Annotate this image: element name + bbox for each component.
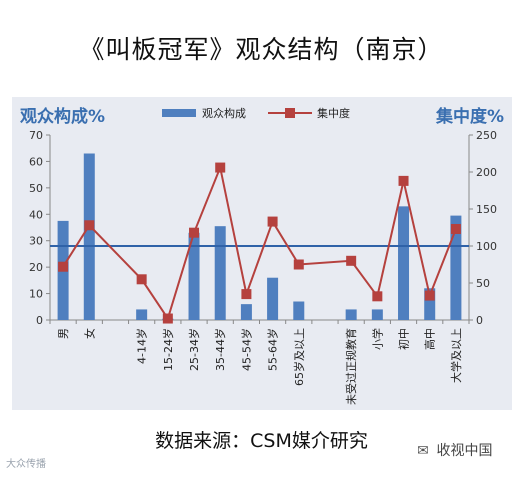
left-axis-title: 观众构成% — [20, 107, 106, 127]
marker-6 — [215, 162, 226, 173]
legend-bar-swatch — [162, 109, 196, 117]
left-tick-label: 20 — [29, 261, 43, 274]
bar-11 — [345, 309, 357, 320]
marker-14 — [424, 290, 435, 301]
category-label-12: 小学 — [370, 328, 384, 350]
data-source: 数据来源：CSM媒介研究 — [155, 430, 368, 452]
chart-panel: 0 10 20 30 40 50 60 70 0 50 100 150 200 250 男 女 4-14岁 15-… — [12, 97, 512, 410]
category-label-15: 大学及以上 — [449, 328, 463, 383]
legend-line-marker — [285, 108, 295, 118]
right-axis-title: 集中度% — [435, 107, 504, 127]
marker-5 — [189, 227, 200, 238]
marker-15 — [450, 223, 461, 234]
watermark-right: ✉ 收视中国 — [414, 440, 492, 460]
marker-8 — [267, 216, 278, 227]
watermark-right-label: 收视中国 — [436, 443, 493, 459]
right-tick-label: 200 — [476, 166, 497, 179]
right-tick-label: 250 — [476, 129, 497, 142]
bar-7 — [240, 304, 252, 320]
bar-8 — [267, 277, 279, 320]
bar-1 — [83, 153, 95, 320]
legend-bar-label: 观众构成 — [202, 106, 246, 120]
left-tick-label: 60 — [29, 155, 43, 168]
wechat-icon: ✉ — [417, 443, 429, 459]
marker-11 — [346, 255, 357, 266]
left-tick-label: 70 — [29, 129, 43, 142]
category-label-9: 65岁及以上 — [292, 328, 306, 386]
marker-3 — [136, 274, 147, 285]
right-tick-label: 0 — [476, 314, 483, 327]
left-tick-label: 30 — [29, 235, 43, 248]
marker-4 — [162, 313, 173, 324]
bar-3 — [136, 309, 148, 320]
bar-14 — [424, 288, 436, 320]
combo-chart: 0 10 20 30 40 50 60 70 0 50 100 150 200 250 男 女 4-14岁 15-… — [29, 106, 497, 405]
right-tick-label: 50 — [476, 277, 490, 290]
category-label-13: 初中 — [397, 328, 411, 350]
left-tick-label: 50 — [29, 182, 43, 195]
watermark-left: 大众传播 — [6, 459, 46, 470]
marker-0 — [58, 261, 69, 272]
bar-12 — [371, 309, 383, 320]
left-tick-label: 40 — [29, 208, 43, 221]
right-tick-label: 150 — [476, 203, 497, 216]
bar-9 — [293, 301, 305, 320]
left-tick-label: 10 — [29, 288, 43, 301]
bar-5 — [188, 232, 200, 320]
left-tick-label: 0 — [36, 314, 43, 327]
marker-7 — [241, 289, 252, 300]
marker-1 — [84, 220, 95, 231]
marker-12 — [372, 291, 383, 302]
category-label-14: 高中 — [423, 328, 437, 350]
category-label-5: 25-34岁 — [187, 328, 201, 371]
category-label-4: 15-24岁 — [161, 328, 175, 371]
category-label-0: 男 — [57, 328, 70, 339]
category-label-11: 未受过正规教育 — [344, 328, 358, 405]
category-label-7: 45-54岁 — [239, 328, 253, 371]
category-label-6: 35-44岁 — [213, 328, 227, 371]
bar-13 — [398, 206, 410, 320]
category-label-3: 4-14岁 — [135, 328, 149, 364]
marker-9 — [293, 259, 304, 270]
legend-line-label: 集中度 — [317, 106, 350, 120]
bar-6 — [214, 226, 226, 320]
chart-title: 《叫板冠军》观众结构（南京） — [79, 35, 444, 64]
bar-15 — [450, 215, 462, 320]
marker-13 — [398, 175, 409, 186]
category-label-8: 55-64岁 — [266, 328, 280, 371]
right-tick-label: 100 — [476, 240, 497, 253]
line-series — [62, 164, 457, 321]
category-label-1: 女 — [82, 328, 96, 339]
